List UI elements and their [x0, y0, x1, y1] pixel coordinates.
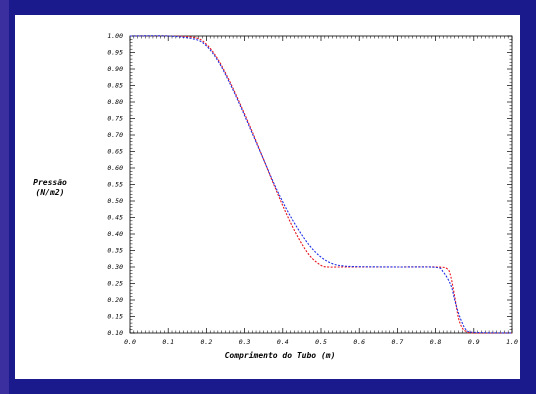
chart-axes [129, 35, 513, 334]
y-tick-label: 0.25 [107, 280, 123, 288]
y-tick-label: 0.40 [107, 230, 123, 238]
y-tick-label: 0.30 [107, 263, 123, 271]
plot-frame [129, 35, 513, 334]
x-tick-label: 0.8 [430, 338, 442, 346]
y-tick-label: 0.35 [107, 247, 123, 255]
x-tick-label: 0.6 [353, 338, 365, 346]
x-tick-label: 0.5 [315, 338, 327, 346]
y-tick-label: 0.45 [107, 214, 123, 222]
x-axis-title: Comprimento do Tubo (m) [225, 350, 336, 360]
series-line-1 [129, 35, 513, 334]
y-tick-label: 0.20 [107, 296, 123, 304]
y-tick-label: 0.65 [107, 148, 123, 156]
y-tick-label: 0.95 [107, 49, 123, 57]
y-axis-title-line1: Pressão [33, 178, 67, 187]
x-tick-label: 0.7 [392, 338, 404, 346]
x-tick-label: 0.0 [124, 338, 136, 346]
chart-series [129, 35, 513, 334]
y-tick-label: 0.85 [107, 82, 123, 90]
y-tick-label: 0.10 [107, 329, 123, 337]
x-tick-label: 0.2 [201, 338, 213, 346]
y-tick-label: 0.15 [107, 313, 123, 321]
chart-ticks: 0.10 0.15 0.20 0.25 0.30 0.35 0.40 0.45 0.50 0.55… [107, 32, 518, 346]
y-tick-label: 1.00 [107, 32, 123, 40]
pressure-chart: 0.10 0.15 0.20 0.25 0.30 0.35 0.40 0.45 0.50 0.55… [33, 32, 518, 360]
x-tick-label: 0.3 [239, 338, 251, 346]
y-tick-label: 0.90 [107, 65, 123, 73]
y-tick-label: 0.55 [107, 181, 123, 189]
y-tick-label: 0.70 [107, 131, 123, 139]
y-tick-label: 0.80 [107, 98, 123, 106]
y-tick-label: 0.60 [107, 164, 123, 172]
y-tick-label: 0.75 [107, 115, 123, 123]
x-tick-label: 0.1 [162, 338, 174, 346]
slide-side-bar [0, 0, 9, 394]
y-tick-label: 0.50 [107, 197, 123, 205]
series-line-2 [129, 35, 513, 334]
x-tick-label: 0.9 [468, 338, 480, 346]
x-tick-label: 0.4 [277, 338, 289, 346]
x-tick-label: 1.0 [506, 338, 518, 346]
chart-panel: 0.10 0.15 0.20 0.25 0.30 0.35 0.40 0.45 0.50 0.55… [15, 15, 520, 379]
y-axis-title-line2: (N/m2) [36, 188, 65, 197]
